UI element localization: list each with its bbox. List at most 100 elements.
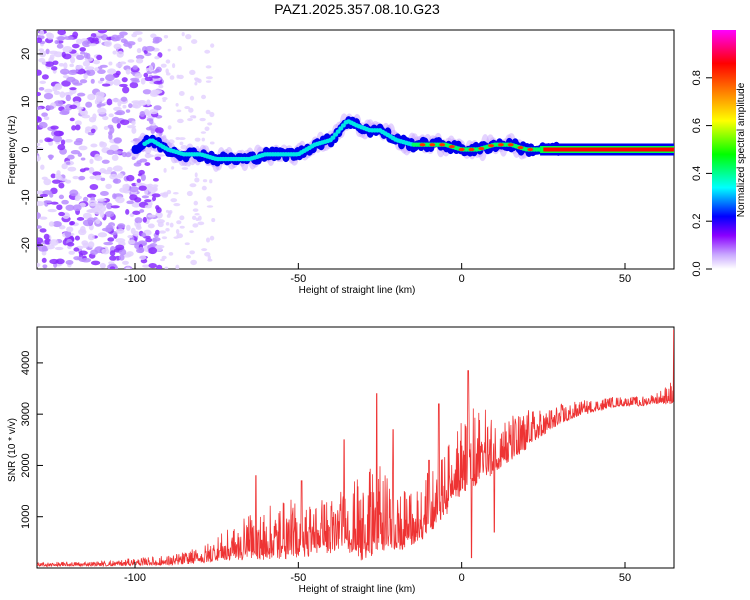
heatmap-noise-cell bbox=[161, 97, 168, 101]
heatmap-noise-cell bbox=[37, 244, 48, 252]
heatmap-noise-cell bbox=[112, 98, 120, 103]
heatmap-noise-cell bbox=[92, 59, 101, 65]
heatmap-noise-cell bbox=[57, 30, 66, 36]
heatmap-noise-cell bbox=[69, 87, 77, 91]
heatmap-noise-cell bbox=[126, 200, 134, 205]
heatmap-noise-cell bbox=[42, 190, 53, 195]
heatmap-noise-cell bbox=[205, 80, 212, 83]
heatmap-noise-cell bbox=[131, 201, 141, 208]
heatmap-noise-cell bbox=[165, 222, 170, 226]
heatmap-noise-cell bbox=[44, 88, 53, 93]
heatmap-noise-cell bbox=[176, 220, 182, 225]
heatmap-noise-cell bbox=[126, 174, 135, 182]
heatmap-noise-cell bbox=[47, 208, 57, 213]
heatmap-noise-cell bbox=[152, 186, 158, 192]
heatmap-noise-cell bbox=[59, 68, 70, 75]
heatmap-noise-cell bbox=[41, 257, 47, 263]
heatmap-ridge-peak bbox=[458, 147, 465, 152]
heatmap-noise-cell bbox=[94, 67, 99, 72]
heatmap-noise-cell bbox=[112, 150, 123, 155]
heatmap-noise-cell bbox=[112, 79, 121, 86]
heatmap-noise-cell bbox=[37, 106, 42, 110]
heatmap-noise-cell bbox=[39, 228, 47, 233]
heatmap-noise-cell bbox=[63, 62, 68, 69]
heatmap-noise-cell bbox=[186, 190, 193, 197]
heatmap-noise-cell bbox=[95, 91, 105, 99]
heatmap-noise-cell bbox=[53, 130, 64, 137]
heatmap-noise-cell bbox=[151, 75, 161, 79]
heatmap-noise-cell bbox=[75, 124, 81, 131]
heatmap-noise-cell bbox=[99, 205, 107, 212]
heatmap-noise-cell bbox=[171, 166, 175, 170]
heatmap-noise-cell bbox=[113, 137, 122, 144]
colorbar-label: Normalized spectral amplitude bbox=[736, 82, 747, 217]
heatmap-noise-cell bbox=[40, 164, 45, 170]
heatmap-noise-cell bbox=[106, 149, 115, 155]
heatmap-noise-cell bbox=[132, 65, 138, 70]
heatmap-noise-cell bbox=[72, 204, 82, 212]
heatmap-noise-cell bbox=[192, 223, 199, 228]
heatmap-noise-cell bbox=[177, 74, 184, 80]
heatmap-noise-cell bbox=[209, 111, 215, 118]
snr-y-tick-label: 1000 bbox=[20, 504, 32, 528]
heatmap-noise-cell bbox=[42, 264, 48, 269]
heatmap-noise-cell bbox=[96, 54, 103, 61]
heatmap-noise-cell bbox=[58, 211, 65, 217]
heatmap-noise-cell bbox=[37, 69, 42, 76]
heatmap-noise-cell bbox=[112, 50, 117, 55]
heatmap-noise-cell bbox=[195, 217, 200, 221]
spectrogram-y-tick-label: 10 bbox=[20, 96, 32, 108]
heatmap-ridge-core bbox=[335, 129, 341, 134]
heatmap-noise-cell bbox=[60, 139, 66, 146]
heatmap-noise-cell bbox=[165, 59, 171, 64]
heatmap-noise-cell bbox=[131, 104, 139, 109]
heatmap-tail-band bbox=[543, 147, 674, 152]
heatmap-noise-cell bbox=[206, 196, 212, 202]
heatmap-noise-cell bbox=[157, 221, 164, 228]
heatmap-noise-cell bbox=[103, 125, 109, 131]
heatmap-noise-cell bbox=[79, 168, 86, 173]
heatmap-noise-cell bbox=[56, 204, 63, 211]
heatmap-noise-cell bbox=[57, 36, 66, 41]
heatmap-noise-cell bbox=[144, 204, 152, 209]
heatmap-noise-cell bbox=[85, 101, 93, 108]
spectrogram-y-tick-label: -10 bbox=[20, 189, 32, 205]
heatmap-noise-cell bbox=[117, 223, 126, 229]
heatmap-noise-cell bbox=[41, 112, 48, 117]
heatmap-noise-cell bbox=[194, 78, 201, 83]
heatmap-noise-cell bbox=[188, 107, 194, 113]
heatmap-noise-cell bbox=[175, 264, 180, 269]
heatmap-noise-cell bbox=[139, 110, 146, 118]
heatmap-noise-cell bbox=[185, 33, 192, 40]
snr-x-axis-label: Height of straight line (km) bbox=[299, 584, 416, 595]
heatmap-noise-cell bbox=[57, 144, 66, 151]
heatmap-noise-cell bbox=[101, 83, 111, 87]
heatmap-noise-cell bbox=[205, 237, 210, 243]
heatmap-noise-cell bbox=[151, 193, 161, 198]
heatmap-noise-cell bbox=[45, 48, 50, 55]
heatmap-noise-cell bbox=[205, 65, 212, 69]
heatmap-noise-cell bbox=[108, 133, 113, 140]
heatmap-noise-cell bbox=[108, 61, 113, 66]
heatmap-noise-cell bbox=[197, 221, 205, 226]
heatmap-noise-cell bbox=[138, 246, 145, 253]
heatmap-noise-cell bbox=[64, 139, 73, 143]
heatmap-noise-cell bbox=[140, 77, 146, 85]
heatmap-noise-cell bbox=[189, 115, 196, 119]
spectrogram-y-axis-label: Frequency (Hz) bbox=[7, 116, 18, 185]
heatmap-noise-cell bbox=[52, 60, 59, 66]
heatmap-noise-cell bbox=[59, 110, 70, 116]
heatmap-noise-cell bbox=[165, 228, 170, 232]
heatmap-noise-cell bbox=[127, 125, 137, 129]
heatmap-noise-cell bbox=[125, 208, 130, 215]
heatmap-noise-cell bbox=[165, 72, 171, 76]
heatmap-noise-cell bbox=[201, 94, 207, 100]
heatmap-noise-cell bbox=[42, 61, 47, 65]
heatmap-noise-cell bbox=[142, 216, 147, 223]
heatmap-noise-cell bbox=[167, 48, 171, 52]
heatmap-noise-cell bbox=[84, 66, 95, 71]
colorbar: 0.0 0.2 0.4 0.6 0.8 Normalized spectral ampl… bbox=[691, 30, 747, 277]
heatmap-noise-cell bbox=[87, 233, 95, 241]
heatmap-noise-cell bbox=[156, 219, 165, 224]
heatmap-noise-cell bbox=[171, 63, 176, 69]
